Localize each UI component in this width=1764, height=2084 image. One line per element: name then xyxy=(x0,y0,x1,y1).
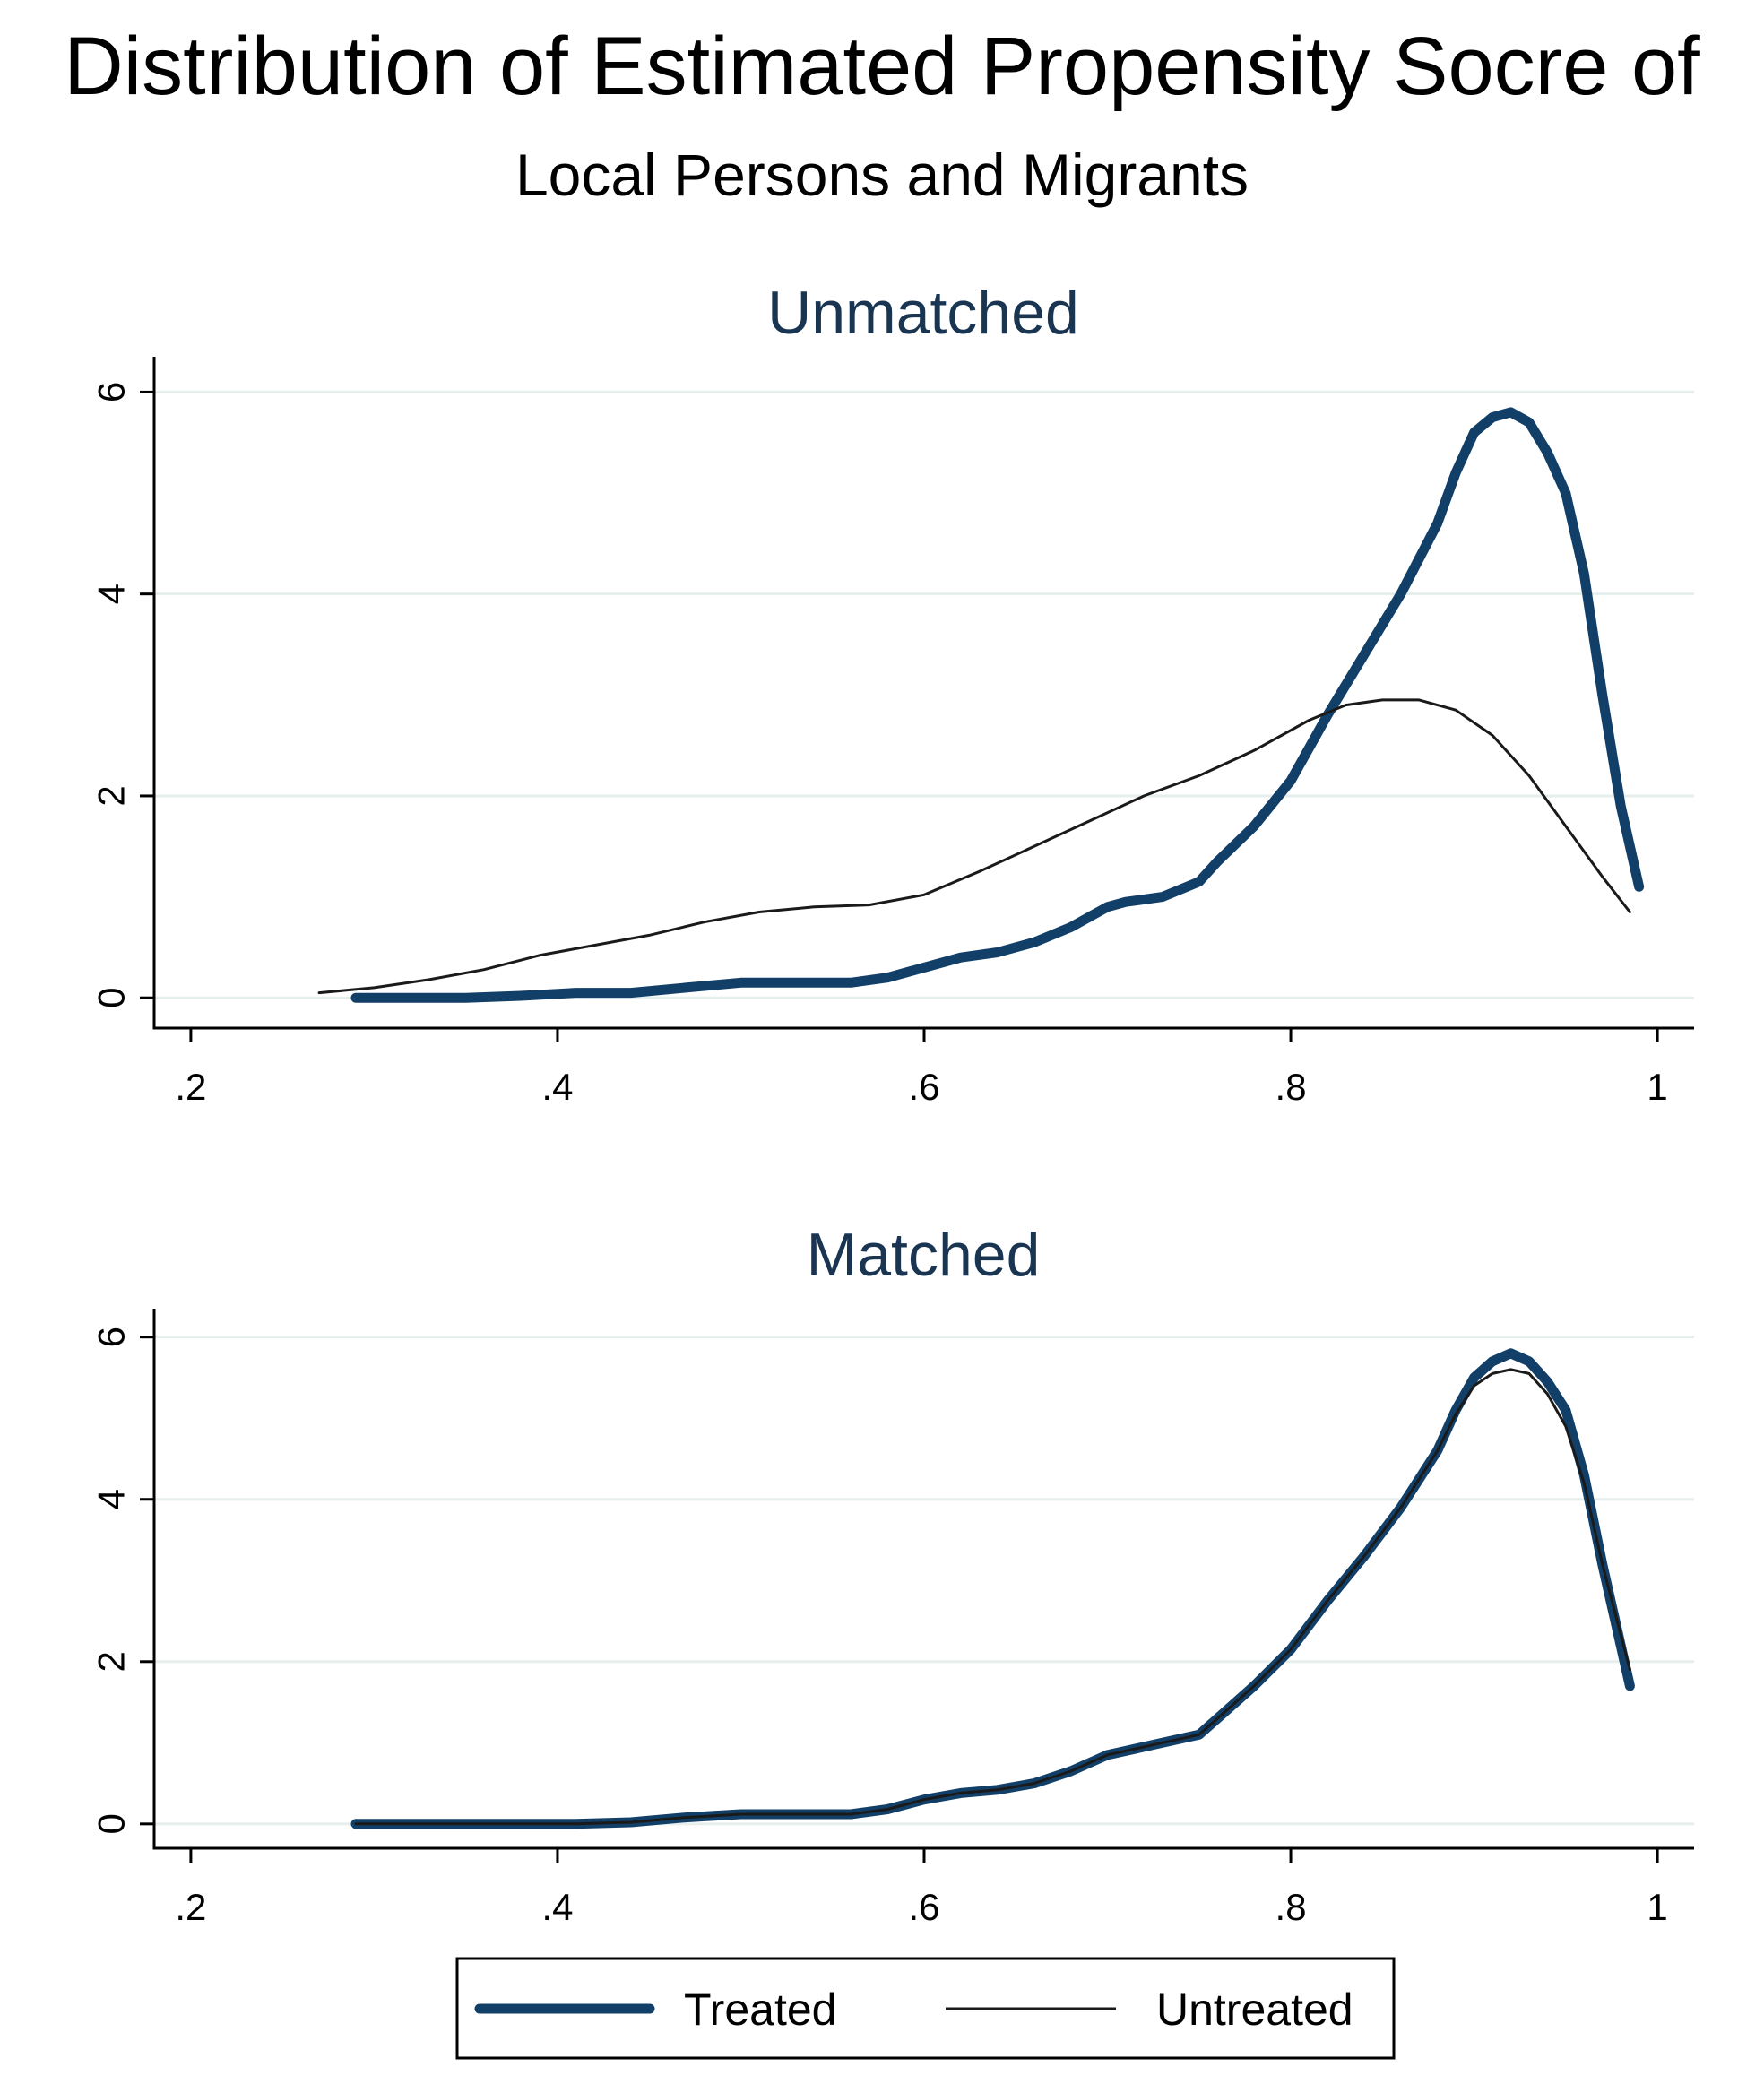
series-line-untreated xyxy=(354,1368,1631,1826)
chart-subtitle: Local Persons and Migrants xyxy=(515,142,1249,208)
series-line-treated xyxy=(350,407,1645,1003)
x-tick-label: .2 xyxy=(175,1066,206,1108)
panel-unmatched-y-ticks: 0 2 4 6 xyxy=(91,382,154,1008)
chart-title: Distribution of Estimated Propensity Soc… xyxy=(64,21,1700,112)
y-tick-label: 0 xyxy=(91,988,133,1008)
y-tick-label: 2 xyxy=(91,1651,133,1672)
y-tick-label: 4 xyxy=(91,1489,133,1509)
y-tick-label: 6 xyxy=(91,382,133,402)
panel-unmatched-gridlines xyxy=(154,390,1694,999)
panel-matched-x-ticks: .2 .4 .6 .8 1 xyxy=(175,1848,1668,1928)
panel-matched-series xyxy=(350,1348,1635,1829)
panel-matched-axes xyxy=(152,1309,1694,1850)
legend-label-treated: Treated xyxy=(684,1985,836,2035)
panel-title-matched: Matched xyxy=(807,1221,1041,1289)
series-line-untreated xyxy=(317,698,1631,995)
panel-matched: Matched .2 .4 .6 .8 1 0 2 4 6 xyxy=(91,1221,1694,1928)
x-tick-label: .8 xyxy=(1275,1886,1307,1928)
x-tick-label: .6 xyxy=(908,1886,939,1928)
x-tick-label: .2 xyxy=(175,1886,206,1928)
x-tick-label: 1 xyxy=(1647,1886,1667,1928)
panel-unmatched-axes xyxy=(152,357,1694,1030)
x-tick-label: .6 xyxy=(908,1066,939,1108)
panel-unmatched: Unmatched .2 .4 .6 .8 1 0 2 4 6 xyxy=(91,279,1694,1108)
x-tick-label: .4 xyxy=(541,1066,573,1108)
panel-title-unmatched: Unmatched xyxy=(767,279,1079,347)
x-tick-label: .4 xyxy=(541,1886,573,1928)
panel-unmatched-x-ticks: .2 .4 .6 .8 1 xyxy=(175,1028,1668,1108)
panel-matched-y-ticks: 0 2 4 6 xyxy=(91,1327,154,1835)
y-tick-label: 0 xyxy=(91,1813,133,1834)
x-tick-label: 1 xyxy=(1647,1066,1667,1108)
legend-label-untreated: Untreated xyxy=(1156,1985,1353,2035)
panel-matched-gridlines xyxy=(154,1336,1694,1826)
y-tick-label: 2 xyxy=(91,785,133,806)
y-tick-label: 6 xyxy=(91,1327,133,1347)
series-line-treated xyxy=(350,1348,1635,1829)
panel-unmatched-series xyxy=(317,407,1645,1003)
legend: Treated Untreated xyxy=(455,1957,1396,2060)
y-tick-label: 4 xyxy=(91,584,133,604)
x-tick-label: .8 xyxy=(1275,1066,1307,1108)
